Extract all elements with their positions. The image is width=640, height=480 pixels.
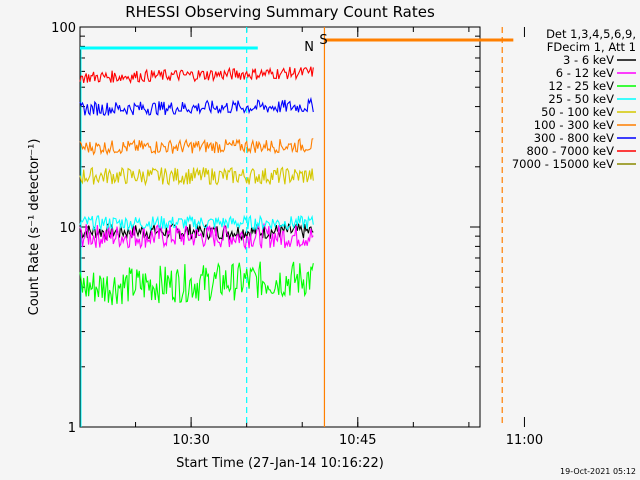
y-tick-label: 100: [51, 21, 76, 36]
series-line: [79, 66, 314, 85]
series-line: [79, 261, 314, 306]
state-markers: SN: [80, 27, 514, 427]
legend-header: Det 1,3,4,5,6,9,: [546, 27, 636, 41]
series-line: [79, 138, 314, 156]
series-line: [79, 96, 314, 116]
legend-entry-label: 300 - 800 keV: [534, 131, 614, 145]
footer-timestamp: 19-Oct-2021 05:12: [560, 467, 636, 476]
annotation-label: S: [319, 33, 327, 48]
series-line: [79, 222, 314, 251]
legend: Det 1,3,4,5,6,9,FDecim 1, Att 13 - 6 keV…: [512, 27, 636, 171]
x-tick-label: 10:30: [172, 433, 209, 448]
y-tick-label: 10: [59, 221, 76, 236]
legend-entry-label: 6 - 12 keV: [556, 66, 614, 80]
annotation-label: N: [304, 40, 314, 55]
x-tick-label: 11:00: [506, 433, 543, 448]
legend-entry-label: 800 - 7000 keV: [526, 144, 614, 158]
legend-entry-label: 50 - 100 keV: [541, 105, 614, 119]
legend-entry-label: 12 - 25 keV: [548, 79, 614, 93]
chart-title: RHESSI Observing Summary Count Rates: [125, 3, 435, 21]
series-layer: [79, 66, 314, 306]
series-line: [79, 214, 314, 232]
legend-entry-label: 3 - 6 keV: [563, 53, 614, 67]
legend-entry-label: 100 - 300 keV: [534, 118, 614, 132]
x-axis-label: Start Time (27-Jan-14 10:16:22): [176, 456, 384, 471]
legend-header: FDecim 1, Att 1: [547, 40, 636, 54]
x-tick-label: 10:45: [339, 433, 376, 448]
series-line: [79, 166, 314, 187]
legend-entry-label: 7000 - 15000 keV: [512, 157, 614, 171]
y-tick-label: 1: [68, 421, 76, 436]
y-axis-label: Count Rate (s⁻¹ detector⁻¹): [27, 139, 42, 316]
legend-entry-label: 25 - 50 keV: [548, 92, 614, 106]
